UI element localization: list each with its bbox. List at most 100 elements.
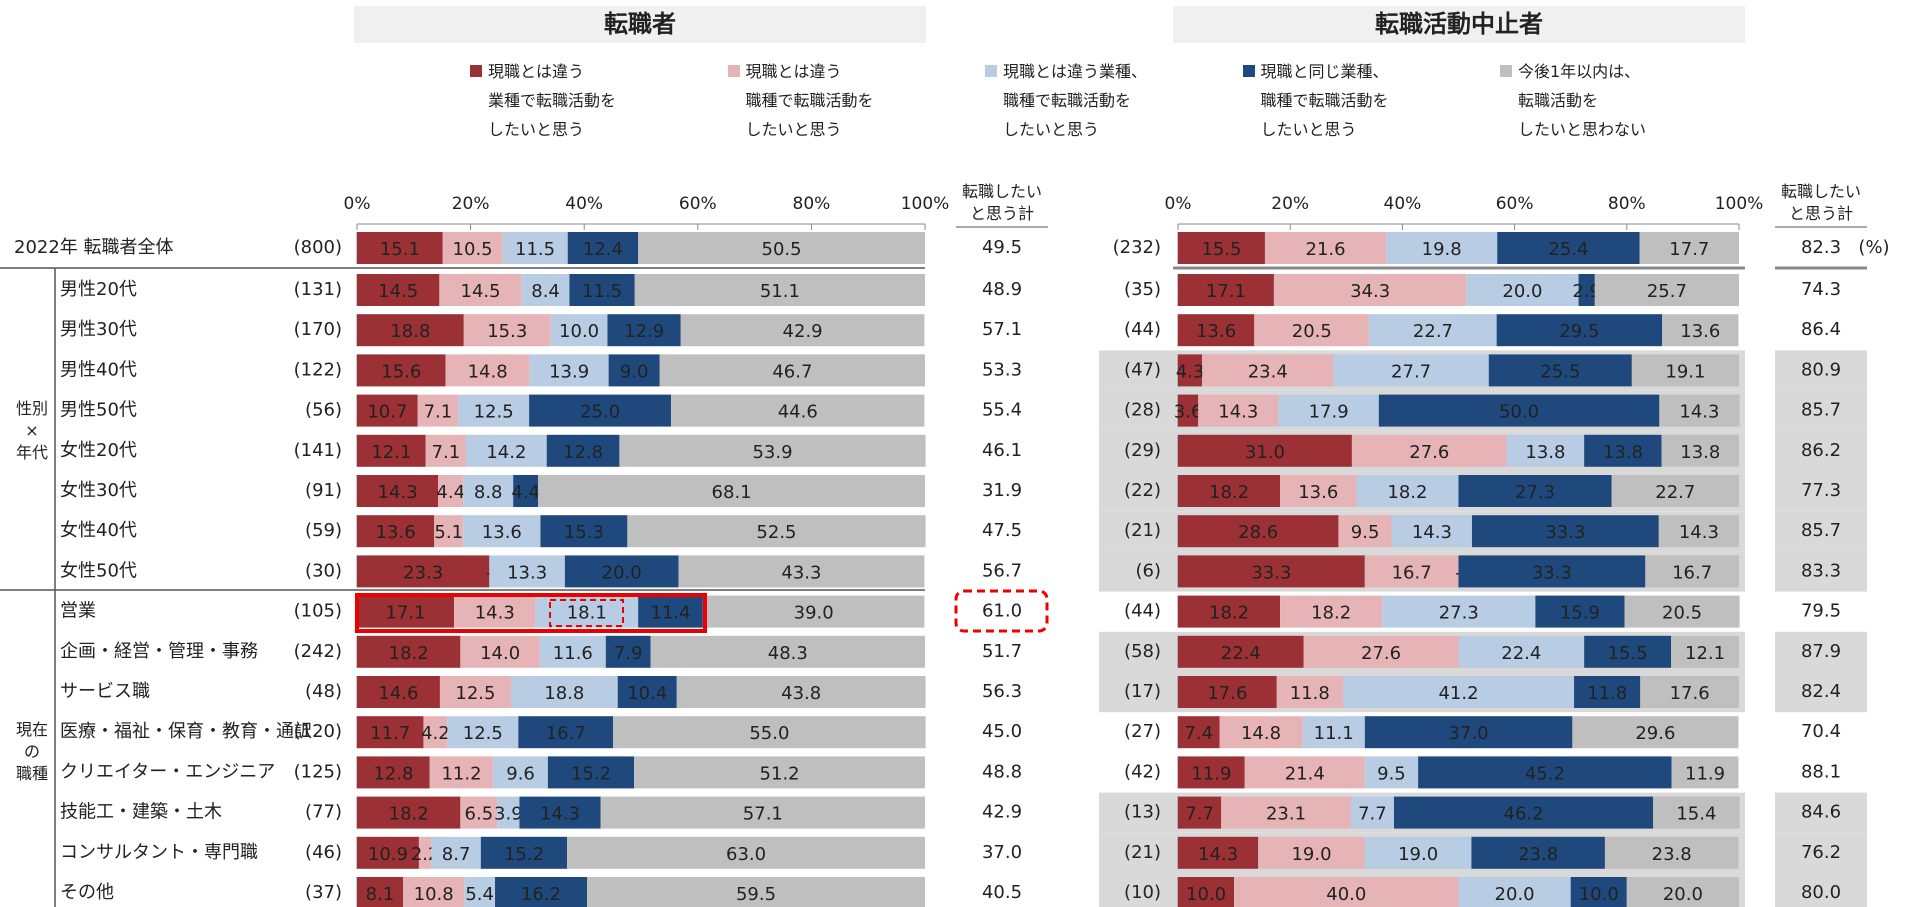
bar-segment — [1178, 232, 1265, 264]
bar-segment — [447, 716, 519, 749]
value-label: 34.3 — [1350, 281, 1390, 302]
value-label: 14.3 — [475, 603, 515, 624]
x-tick-label: 80% — [1608, 194, 1646, 214]
value-label: 14.3 — [1412, 522, 1452, 543]
bar-segment — [464, 877, 496, 907]
value-label: 23.3 — [403, 562, 443, 583]
value-label: 27.3 — [1439, 603, 1479, 624]
total-label: 83.3 — [1801, 560, 1841, 581]
bar-segment — [547, 756, 635, 789]
bar-segment — [1258, 836, 1365, 869]
bar-segment — [619, 434, 926, 467]
bar-segment — [1178, 877, 1235, 907]
value-label: 44.6 — [778, 402, 818, 423]
bar-segment — [678, 555, 925, 588]
bar-segment — [439, 676, 511, 708]
value-label: 14.3 — [378, 482, 418, 503]
bar-segment — [519, 796, 601, 829]
value-label: 42.9 — [783, 321, 823, 342]
bar-segment — [1364, 555, 1459, 588]
value-label: 13.9 — [549, 361, 589, 382]
n-label: (77) — [305, 802, 342, 823]
highlight-box — [355, 593, 707, 633]
value-label: 13.6 — [482, 522, 522, 543]
bar-segment — [1471, 836, 1605, 869]
bar-segment — [463, 515, 541, 548]
bar-segment — [1640, 676, 1739, 708]
value-label: 15.2 — [504, 844, 544, 865]
bar-segment — [1624, 595, 1740, 628]
row-label: 女性30代 — [60, 480, 137, 501]
value-label: 6.5 — [465, 804, 494, 825]
n-label: (232) — [1113, 237, 1161, 258]
legend-swatch — [727, 65, 740, 77]
bar-segment — [357, 274, 440, 306]
value-label: 12.1 — [1685, 643, 1725, 664]
value-label: 7.7 — [1185, 804, 1214, 825]
bar-segment — [357, 716, 424, 749]
value-label: 12.5 — [474, 402, 514, 423]
bar-segment — [1418, 756, 1672, 789]
value-label: 41.2 — [1438, 683, 1478, 704]
value-label: 3.9 — [494, 804, 523, 825]
totals-header: 転職したい と思う計 — [961, 182, 1042, 223]
title-banner — [354, 6, 926, 43]
bar-segment — [417, 394, 459, 427]
bar-segment — [357, 877, 404, 907]
value-label: 27.7 — [1391, 361, 1431, 382]
shade — [1775, 511, 1867, 552]
bar-segment — [608, 354, 660, 387]
shade — [1775, 350, 1867, 391]
bar-segment — [1466, 274, 1579, 306]
value-label: 55.0 — [749, 723, 789, 744]
bar-segment — [357, 676, 440, 708]
value-label: 20.0 — [1502, 281, 1542, 302]
total-label: 46.1 — [982, 440, 1022, 461]
row-label: 男性30代 — [60, 319, 137, 340]
bar-segment — [1280, 475, 1357, 507]
value-label: 27.3 — [1515, 482, 1555, 503]
bar-segment — [1350, 796, 1394, 829]
n-label: (22) — [1124, 480, 1161, 501]
total-label: 45.0 — [982, 721, 1022, 742]
value-label: 18.2 — [389, 643, 429, 664]
x-tick-label: 40% — [1384, 194, 1422, 214]
bar-segment — [510, 676, 618, 708]
row-label: 2022年 転職者全体 — [14, 237, 174, 258]
bar-segment — [1364, 756, 1419, 789]
totals-header: 転職したい と思う計 — [1780, 182, 1861, 223]
bar-segment — [1471, 515, 1659, 548]
bar-segment — [1244, 756, 1365, 789]
n-label: (10) — [1124, 882, 1161, 903]
group-label: 性別 × 年代 — [15, 398, 48, 462]
bar-segment — [442, 232, 503, 264]
value-label: 10.9 — [368, 844, 408, 865]
row-label: 技能工・建築・土木 — [60, 802, 222, 823]
row-label: 営業 — [60, 601, 96, 622]
n-label: (105) — [294, 601, 342, 622]
bar-segment — [1178, 434, 1352, 467]
shade — [1775, 792, 1867, 833]
value-label: 25.7 — [1647, 281, 1687, 302]
x-tick-label: 100% — [901, 194, 950, 214]
value-label: 20.5 — [1662, 603, 1702, 624]
bar-segment — [605, 635, 651, 668]
row-label: クリエイター・エンジニア — [60, 761, 275, 782]
value-label: 22.4 — [1221, 643, 1261, 664]
value-label: 10.4 — [627, 683, 667, 704]
value-label: 7.4 — [1184, 723, 1213, 744]
bar-segment — [1178, 836, 1259, 869]
value-label: 4.3 — [1176, 361, 1205, 382]
total-label: 76.2 — [1801, 842, 1841, 863]
value-label: 59.5 — [736, 884, 776, 905]
bar-segment — [546, 434, 620, 467]
bar-segment — [1572, 716, 1739, 749]
bar-segment — [439, 274, 522, 306]
bar-segment — [1303, 635, 1459, 668]
total-label: 85.7 — [1801, 520, 1841, 541]
bar-segment — [634, 756, 925, 789]
n-label: (17) — [1124, 681, 1161, 702]
value-label: 14.3 — [1218, 402, 1258, 423]
bar-segment — [1178, 756, 1245, 789]
